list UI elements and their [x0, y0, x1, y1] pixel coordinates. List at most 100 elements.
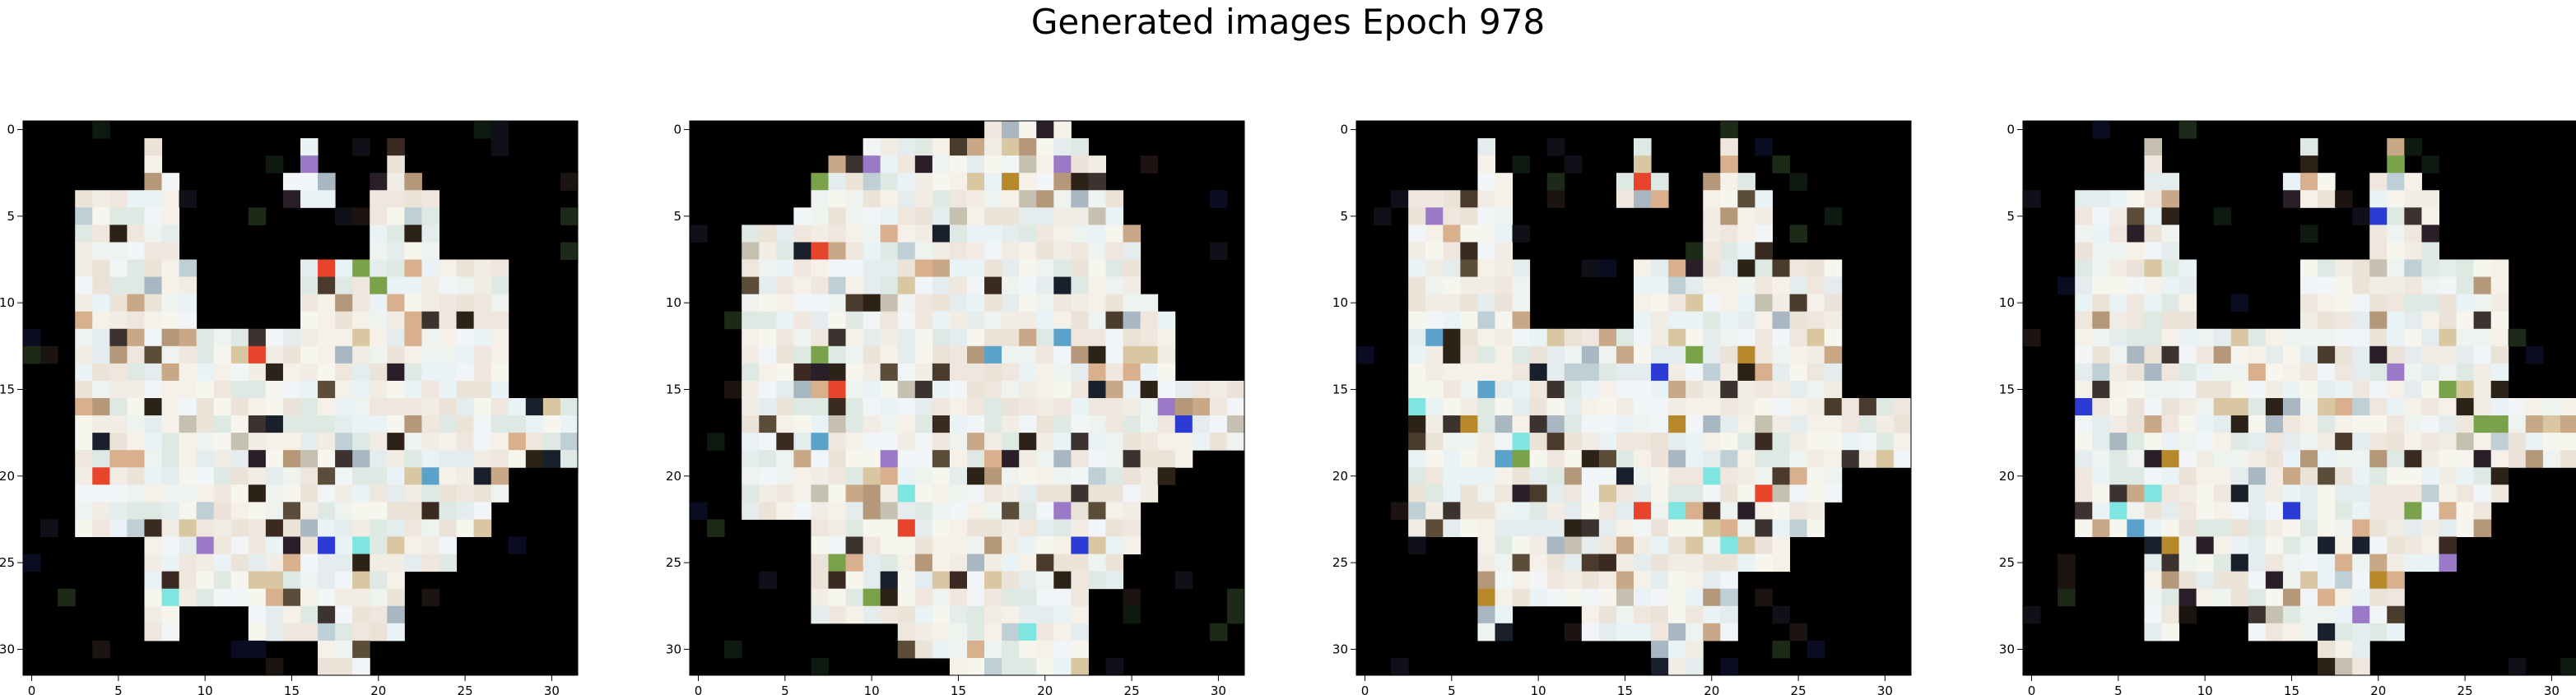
image-pixel	[370, 467, 388, 485]
image-pixel	[793, 259, 811, 278]
image-pixel	[742, 363, 760, 382]
image-pixel	[793, 328, 811, 347]
image-pixel	[213, 519, 232, 537]
image-pixel	[2525, 415, 2544, 433]
image-pixel	[1546, 484, 1565, 503]
image-pixel	[196, 484, 215, 503]
image-pixel	[1019, 519, 1037, 537]
image-pixel	[75, 433, 93, 451]
image-pixel	[2335, 363, 2353, 382]
image-pixel	[880, 173, 899, 191]
image-pixel	[1841, 398, 1860, 416]
image-pixel	[92, 259, 110, 278]
image-pixel	[2265, 345, 2284, 364]
image-pixel	[179, 571, 198, 590]
image-pixel	[2109, 328, 2127, 347]
image-pixel	[1053, 605, 1072, 624]
image-pixel	[161, 294, 180, 313]
image-pixel	[967, 502, 985, 520]
image-pixel	[897, 623, 916, 642]
image-pixel	[109, 311, 128, 330]
image-pixel	[473, 467, 492, 485]
image-pixel	[2161, 467, 2180, 485]
image-pixel	[1824, 415, 1843, 433]
image-pixel	[1036, 155, 1054, 174]
image-pixel	[811, 605, 829, 624]
image-pixel	[2144, 467, 2162, 485]
image-pixel	[811, 345, 829, 364]
image-pixel	[2109, 190, 2127, 208]
image-pixel	[265, 588, 284, 607]
image-pixel	[2335, 276, 2353, 295]
image-pixel	[1071, 657, 1089, 676]
image-pixel	[1408, 363, 1426, 382]
image-pixel	[75, 259, 93, 278]
image-pixel	[2387, 138, 2405, 156]
image-pixel	[1529, 484, 1548, 503]
image-pixel	[421, 433, 439, 451]
image-pixel	[335, 363, 353, 382]
image-pixel	[230, 554, 249, 572]
image-pixel	[1053, 190, 1072, 208]
image-pixel	[1019, 467, 1037, 485]
image-pixel	[1789, 259, 1808, 278]
image-pixel	[2318, 484, 2336, 503]
image-pixel	[2300, 605, 2318, 624]
image-pixel	[161, 225, 180, 243]
image-pixel	[1002, 640, 1020, 659]
image-pixel	[967, 155, 985, 174]
image-pixel	[92, 311, 110, 330]
image-pixel	[318, 433, 336, 451]
y-tick-label: 20	[1332, 469, 1348, 484]
y-tick-label: 25	[666, 555, 681, 570]
image-pixel	[759, 276, 777, 295]
image-pixel	[2300, 502, 2318, 520]
image-pixel	[2178, 519, 2197, 537]
image-pixel	[282, 415, 301, 433]
image-pixel	[1598, 502, 1617, 520]
image-pixel	[1002, 328, 1020, 347]
image-pixel	[2144, 259, 2162, 278]
image-pixel	[1529, 536, 1548, 555]
image-pixel	[1053, 173, 1072, 191]
image-pixel	[439, 554, 458, 572]
image-pixel	[144, 484, 162, 503]
image-pixel	[1755, 225, 1773, 243]
image-pixel	[2109, 345, 2127, 364]
image-pixel	[1036, 328, 1054, 347]
image-pixel	[2144, 311, 2162, 330]
image-pixel	[75, 311, 93, 330]
image-pixel	[1529, 467, 1548, 485]
image-pixel	[75, 398, 93, 416]
image-pixel	[1720, 363, 1738, 382]
image-pixel	[1755, 536, 1773, 555]
image-pixel	[1157, 467, 1176, 485]
image-pixel	[828, 225, 847, 243]
image-pixel	[2109, 502, 2127, 520]
x-tick-label: 5	[114, 683, 123, 695]
image-pixel	[2092, 328, 2110, 347]
image-pixel	[793, 294, 811, 313]
image-pixel	[1053, 276, 1072, 295]
image-pixel	[2127, 467, 2145, 485]
image-pixel	[1408, 502, 1426, 520]
image-pixel	[230, 571, 249, 590]
image-pixel	[1425, 380, 1444, 399]
image-pixel	[1123, 225, 1142, 243]
image-pixel	[1053, 363, 1072, 382]
image-pixel	[2335, 623, 2353, 642]
image-pixel	[2421, 398, 2439, 416]
image-pixel	[1071, 398, 1089, 416]
image-pixel	[1686, 588, 1704, 607]
image-pixel	[1737, 536, 1755, 555]
image-pixel	[1477, 502, 1495, 520]
image-pixel	[811, 225, 829, 243]
image-pixel	[1460, 276, 1478, 295]
image-pixel	[1512, 225, 1531, 243]
image-pixel	[1425, 225, 1444, 243]
image-pixel	[2265, 398, 2284, 416]
image-pixel	[473, 398, 492, 416]
image-pixel	[2369, 207, 2388, 225]
image-pixel	[1720, 623, 1738, 642]
image-pixel	[1105, 554, 1124, 572]
